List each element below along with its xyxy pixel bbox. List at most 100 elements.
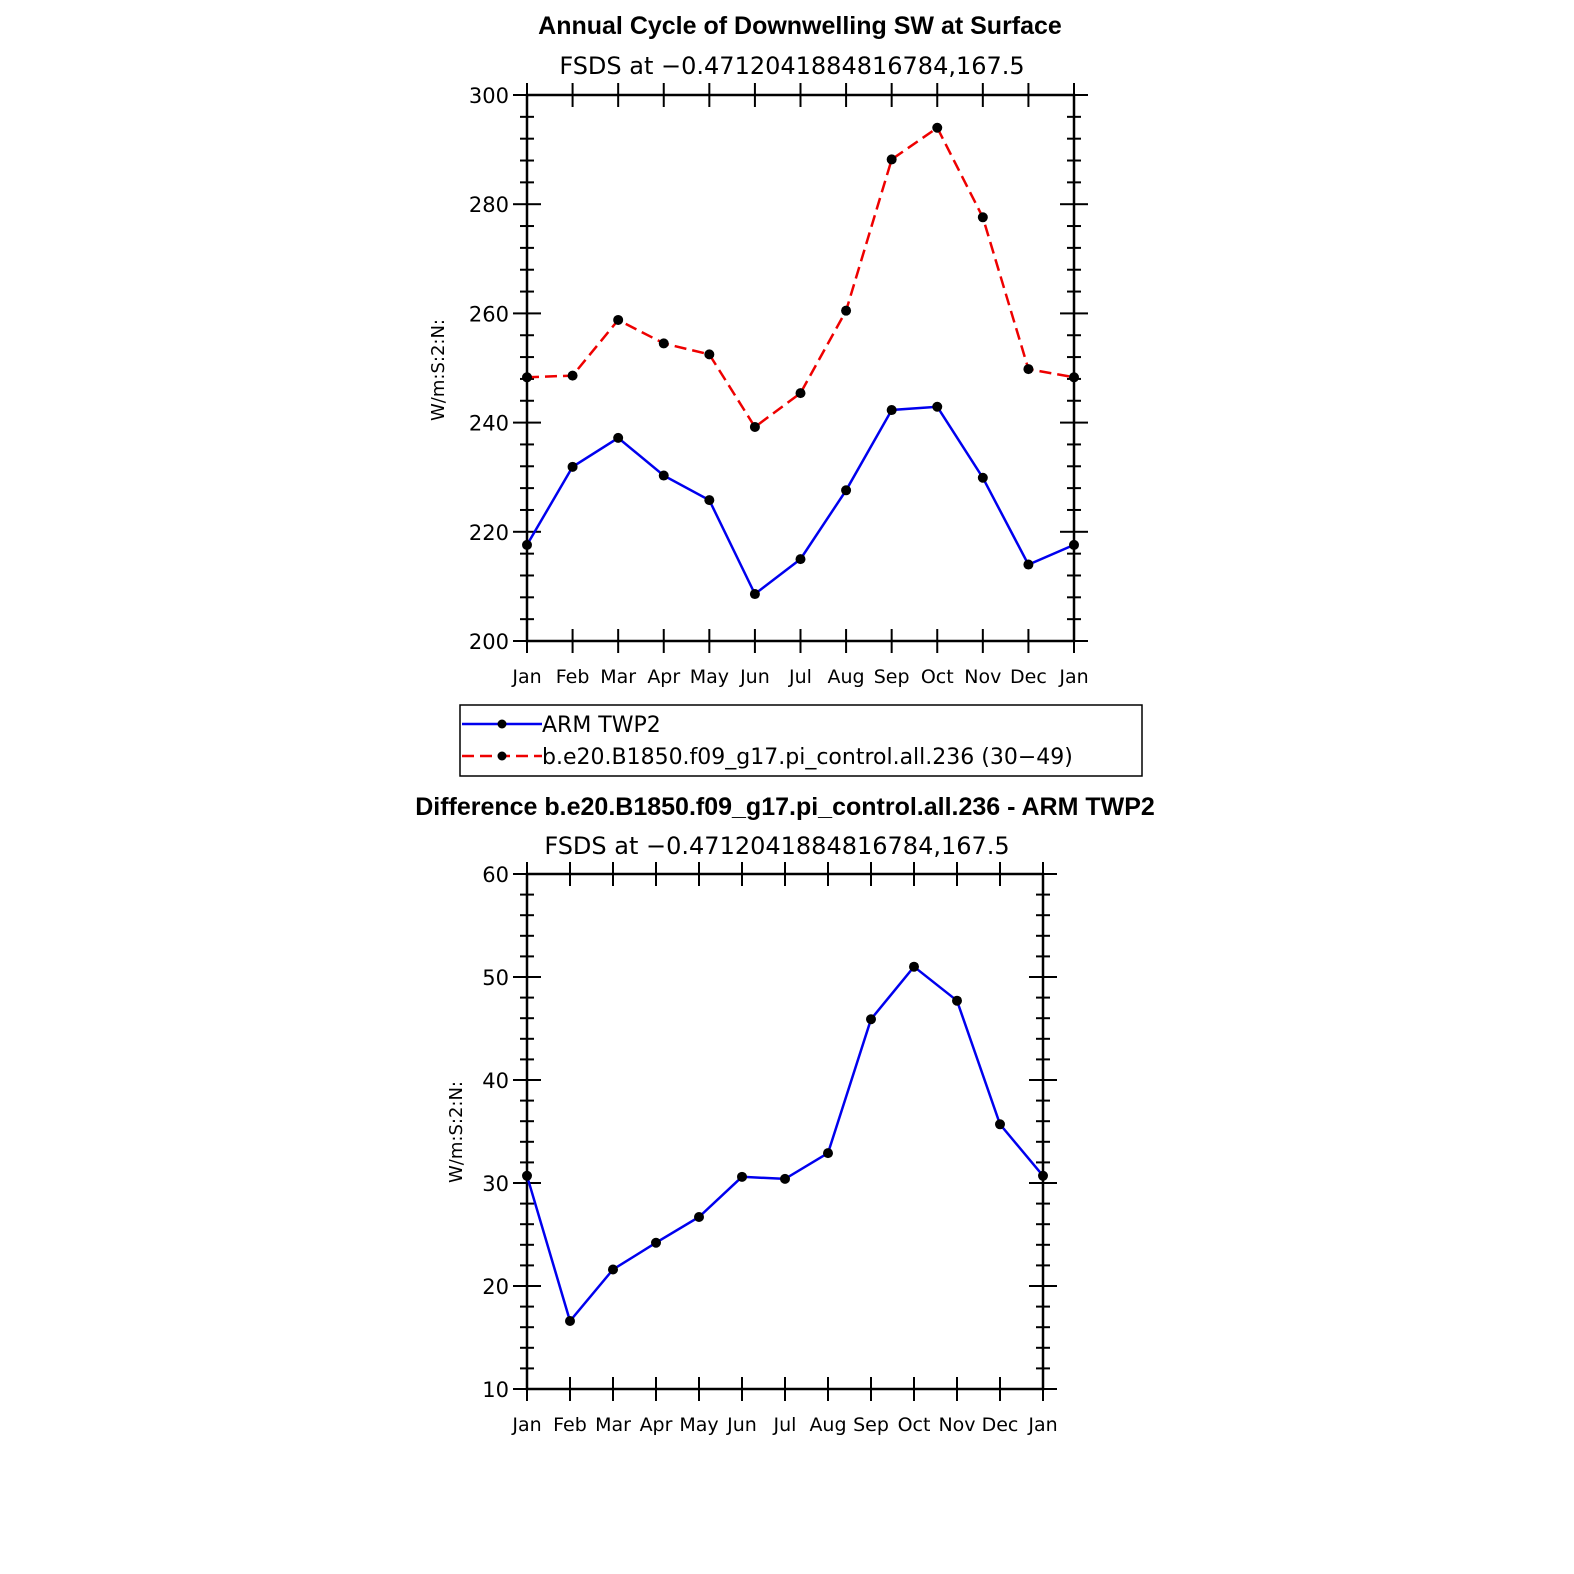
series-1-point (886, 154, 897, 165)
series-0-point (749, 589, 760, 600)
x-tick-label: Aug (809, 1414, 846, 1436)
series-0-point (932, 401, 943, 412)
x-tick-label: May (679, 1414, 718, 1436)
series-1-point (977, 212, 988, 223)
difference-chart: Difference b.e20.B1850.f09_g17.pi_contro… (415, 793, 1155, 1436)
series-1-point (932, 122, 943, 133)
series-0-point (737, 1171, 747, 1182)
series-1-point (658, 338, 669, 349)
series-1-point (522, 372, 532, 383)
series-1-point (1069, 372, 1079, 383)
series-0-point (1023, 559, 1034, 570)
x-tick-label: Sep (874, 666, 910, 688)
plot-frame (525, 872, 1045, 1391)
series-0-point (780, 1173, 790, 1184)
y-tick-label: 220 (469, 521, 509, 545)
chart2-ylabel: W/m:S:2:N: (446, 1081, 467, 1183)
series-0-point (977, 472, 988, 483)
annual-cycle-chart: Annual Cycle of Downwelling SW at Surfac… (428, 12, 1089, 688)
series-0-point (1069, 539, 1079, 550)
y-tick-label: 300 (469, 84, 509, 108)
series-0-point (1038, 1170, 1048, 1181)
y-tick-label: 280 (469, 193, 509, 217)
x-tick-label: Jul (788, 666, 812, 688)
series-0-point (613, 432, 624, 443)
chart2-subtitle: FSDS at −0.4712041884816784,167.5 (544, 832, 1009, 860)
series-0-point (651, 1237, 661, 1248)
x-tick-label: Jan (511, 1414, 541, 1436)
x-tick-label: Jun (739, 666, 770, 688)
series-0-point (823, 1148, 833, 1159)
series-0-point (658, 470, 669, 481)
chart1-ylabel: W/m:S:2:N: (428, 319, 449, 421)
chart2-axes: 10 20 30 40 50 60 Jan Feb Mar Apr May Jun Jul Aug Sep O… (482, 862, 1058, 1436)
series-0-point (522, 1170, 532, 1181)
x-tick-label: Apr (647, 666, 680, 688)
series-1-point (749, 421, 760, 432)
chart1-subtitle: FSDS at −0.4712041884816784,167.5 (559, 52, 1024, 80)
series-0-point (886, 405, 897, 416)
chart1-legend: ARM TWP2 b.e20.B1850.f09_g17.pi_control.… (459, 704, 1143, 777)
chart1-series (522, 122, 1079, 600)
series-0-point (608, 1264, 618, 1275)
x-tick-label: Jan (511, 666, 541, 688)
x-tick-label: Dec (1010, 666, 1047, 688)
series-1-point (841, 305, 852, 316)
x-tick-label: Jan (1027, 1414, 1057, 1436)
series-1-point (1023, 364, 1034, 375)
legend-label-obs: ARM TWP2 (542, 713, 661, 738)
series-0-point (694, 1211, 704, 1222)
x-tick-label: Feb (553, 1414, 587, 1436)
series-1-point (795, 388, 806, 399)
x-tick-label: Oct (921, 666, 954, 688)
legend-label-model: b.e20.B1850.f09_g17.pi_control.all.236 (… (542, 745, 1073, 770)
series-line-0 (525, 964, 1044, 1324)
series-0-point (866, 1014, 876, 1025)
x-tick-label: Jul (773, 1414, 797, 1436)
x-tick-label: May (690, 666, 729, 688)
series-0-point (565, 1316, 575, 1327)
y-tick-label: 20 (482, 1275, 509, 1299)
y-tick-label: 60 (482, 863, 509, 887)
series-0-point (522, 539, 532, 550)
y-tick-label: 40 (482, 1069, 509, 1093)
series-0-point (795, 554, 806, 565)
legend-marker-obs (497, 719, 507, 729)
chart1-axes: 200 220 240 260 280 300 Jan Feb Mar Apr May Jun Jul A… (469, 83, 1089, 688)
y-tick-label: 240 (469, 412, 509, 436)
series-0-point (909, 961, 919, 972)
x-tick-label: Apr (640, 1414, 673, 1436)
series-1-point (567, 370, 578, 381)
x-tick-label: Jun (726, 1414, 757, 1436)
x-tick-label: Nov (964, 666, 1001, 688)
series-0-point (952, 995, 962, 1006)
y-tick-label: 30 (482, 1172, 509, 1196)
series-0-point (995, 1119, 1005, 1130)
x-tick-label: Mar (595, 1414, 631, 1436)
x-tick-label: Dec (982, 1414, 1019, 1436)
series-line-0 (525, 405, 1075, 596)
x-tick-label: Mar (600, 666, 636, 688)
x-tick-label: Aug (828, 666, 865, 688)
legend-marker-model (497, 751, 507, 761)
x-tick-label: Nov (938, 1414, 975, 1436)
series-1-point (613, 314, 624, 325)
x-tick-label: Sep (853, 1414, 889, 1436)
legend-box (459, 704, 1143, 777)
series-0-point (567, 461, 578, 472)
y-tick-label: 260 (469, 302, 509, 326)
series-line-1 (526, 125, 1075, 429)
series-1-point (704, 349, 715, 360)
series-0-point (841, 485, 852, 496)
x-tick-label: Jan (1058, 666, 1088, 688)
x-tick-label: Feb (556, 666, 590, 688)
y-tick-label: 200 (469, 630, 509, 654)
chart2-title: Difference b.e20.B1850.f09_g17.pi_contro… (415, 793, 1155, 821)
y-tick-label: 50 (482, 966, 509, 990)
chart1-title: Annual Cycle of Downwelling SW at Surfac… (538, 12, 1062, 40)
chart2-series (522, 961, 1048, 1327)
y-tick-label: 10 (482, 1378, 509, 1402)
series-0-point (704, 495, 715, 506)
x-tick-label: Oct (898, 1414, 931, 1436)
